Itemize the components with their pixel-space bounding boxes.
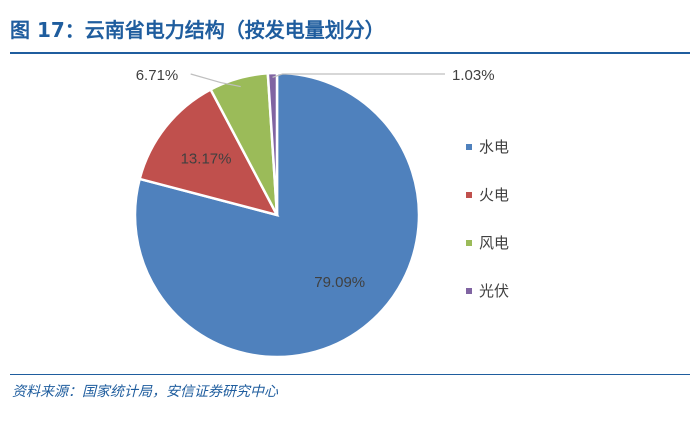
legend-label: 火电 xyxy=(479,186,509,204)
pie-slice xyxy=(138,87,280,217)
figure-title: 图 17：云南省电力结构（按发电量划分） xyxy=(10,18,385,42)
leader-line xyxy=(190,73,241,88)
data-label: 1.03% xyxy=(452,67,495,84)
title-divider xyxy=(10,52,690,54)
legend-label: 水电 xyxy=(479,138,509,156)
data-label: 6.71% xyxy=(136,67,179,84)
legend-label: 光伏 xyxy=(479,282,509,300)
data-label: 13.17% xyxy=(181,150,232,167)
pie-labels: 79.09% 13.17% 6.71% 1.03% xyxy=(136,67,495,291)
pie-slices xyxy=(133,71,421,359)
source-divider xyxy=(10,374,690,375)
leader-line xyxy=(272,73,445,78)
data-label: 79.09% xyxy=(314,274,365,291)
pie-slice xyxy=(266,71,279,216)
legend-label: 风电 xyxy=(479,234,509,252)
legend-marker xyxy=(466,192,472,198)
source-note: 资料来源：国家统计局，安信证券研究中心 xyxy=(12,384,278,400)
legend-marker xyxy=(466,144,472,150)
legend-marker xyxy=(466,288,472,294)
legend-marker xyxy=(466,240,472,246)
